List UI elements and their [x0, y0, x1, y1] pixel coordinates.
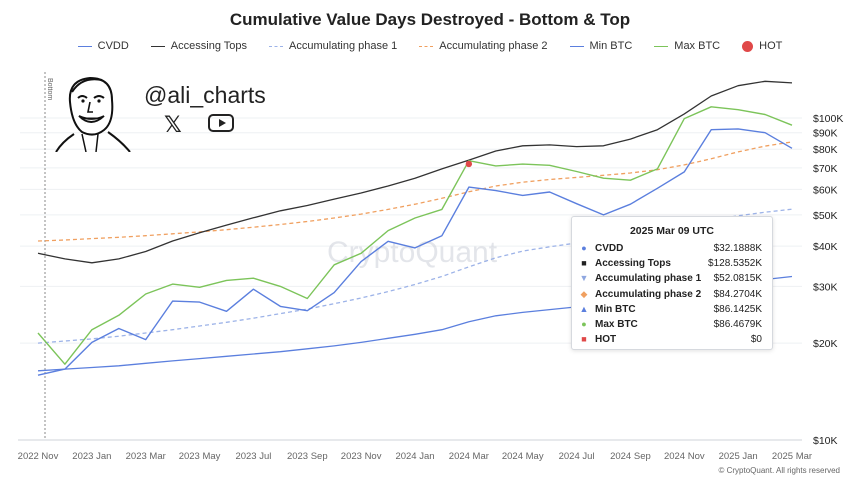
- legend-label: Min BTC: [589, 40, 633, 52]
- x-tick-label: 2023 Jul: [235, 451, 271, 462]
- tooltip-rows: ● CVDD $32.1888K ■ Accessing Tops $128.5352K ▼…: [572, 241, 772, 347]
- tooltip-marker-icon: ▼: [579, 273, 589, 284]
- tooltip-date: 2025 Mar 09 UTC: [629, 225, 715, 237]
- tooltip-value: $84.2704K: [713, 288, 762, 300]
- tooltip-value: $32.1888K: [713, 243, 762, 255]
- y-tick-label: $80K: [813, 144, 838, 156]
- avatar-icon: [52, 72, 134, 153]
- legend-item[interactable]: Accumulating phase 1: [269, 40, 397, 52]
- watermark: CryptoQuant: [327, 236, 498, 269]
- tooltip-marker-icon: ▲: [579, 303, 589, 314]
- x-tick-label: 2023 Mar: [126, 451, 166, 462]
- series-line-accessing-tops: [37, 80, 793, 264]
- y-tick-label: $70K: [813, 163, 838, 175]
- legend-swatch: [742, 40, 754, 52]
- x-tick-label: 2023 Nov: [341, 451, 382, 462]
- x-tick-label: 2023 May: [179, 451, 221, 462]
- tooltip-row: ◆ Accumulating phase 2 $84.2704K: [572, 287, 772, 302]
- x-tick-label: 2025 Jan: [719, 451, 758, 462]
- x-tick-label: 2024 May: [502, 451, 544, 462]
- x-tick-label: 2024 Mar: [449, 451, 489, 462]
- series-line-accumulating-phase-2: [37, 141, 793, 242]
- legend-item[interactable]: Min BTC: [569, 40, 633, 52]
- tooltip-label: HOT: [595, 334, 617, 346]
- legend-item[interactable]: CVDD: [77, 40, 129, 52]
- legend-item[interactable]: Max BTC: [654, 40, 720, 52]
- y-tick-label: $20K: [813, 338, 838, 350]
- legend-label: HOT: [759, 40, 783, 52]
- legend-label: Accumulating phase 2: [439, 40, 548, 52]
- legend-swatch: [569, 45, 584, 47]
- tooltip-label: CVDD: [595, 243, 624, 255]
- tooltip-marker-icon: ■: [581, 334, 587, 345]
- tooltip-label: Max BTC: [595, 319, 638, 331]
- tooltip-value: $86.1425K: [713, 303, 762, 315]
- y-tick-label: $50K: [813, 210, 838, 222]
- tooltip-row: ■ Accessing Tops $128.5352K: [572, 256, 772, 271]
- tooltip-marker-icon: ●: [581, 319, 587, 330]
- copyright: © CryptoQuant. All rights reserved: [718, 466, 841, 475]
- tooltip-label: Accumulating phase 2: [595, 288, 702, 300]
- y-tick-label: $90K: [813, 128, 838, 140]
- tooltip-marker-icon: ■: [581, 258, 587, 269]
- tooltip-row: ● Max BTC $86.4679K: [572, 317, 772, 332]
- tooltip-row: ▲ Min BTC $86.1425K: [572, 302, 772, 317]
- y-tick-label: $30K: [813, 281, 838, 293]
- legend-swatch: [654, 45, 669, 47]
- legend-item[interactable]: Accumulating phase 2: [419, 40, 548, 52]
- x-tick-label: 2022 Nov: [18, 451, 59, 462]
- handle-text: @ali_charts: [144, 82, 266, 108]
- tooltip-row: ▼ Accumulating phase 1 $52.0815K: [572, 271, 772, 286]
- x-tick-label: 2024 Jan: [395, 451, 434, 462]
- legend-item[interactable]: HOT: [742, 40, 782, 52]
- axis-layer: $10K $20K $30K $40K $50K $60K $70K $80K $90K $100…: [18, 113, 844, 462]
- tooltip-label: Min BTC: [595, 303, 636, 315]
- tooltip-label: Accumulating phase 1: [595, 273, 702, 285]
- x-tick-label: 2024 Jul: [559, 451, 595, 462]
- tooltip-value: $0: [750, 334, 762, 346]
- x-logo-icon: 𝕏: [164, 112, 182, 137]
- series-line-min-btc: [37, 128, 793, 376]
- bottom-marker-label: Bottom: [46, 78, 53, 100]
- hot-point: [465, 160, 473, 168]
- legend-swatch: [150, 45, 165, 47]
- legend: CVDD Accessing Tops Accumulating phase 1 Ac…: [0, 40, 860, 52]
- tooltip-row: ● CVDD $32.1888K: [572, 241, 772, 256]
- y-tick-label: $60K: [813, 184, 838, 196]
- legend-item[interactable]: Accessing Tops: [150, 40, 248, 52]
- y-tick-label: $40K: [813, 241, 838, 253]
- y-tick-label: $10K: [813, 435, 838, 447]
- tooltip-value: $52.0815K: [713, 273, 762, 285]
- legend-label: Accessing Tops: [170, 40, 248, 52]
- legend-swatch: [269, 45, 284, 47]
- x-tick-label: 2023 Sep: [287, 451, 328, 462]
- x-tick-label: 2025 Mar: [772, 451, 812, 462]
- x-tick-label: 2024 Nov: [664, 451, 705, 462]
- tooltip-marker-icon: ●: [581, 243, 587, 254]
- tooltip-label: Accessing Tops: [595, 258, 671, 270]
- chart-title: Cumulative Value Days Destroyed - Bottom…: [229, 10, 631, 29]
- y-tick-label: $100K: [813, 113, 843, 125]
- legend-swatch: [77, 45, 92, 47]
- tooltip: 2025 Mar 09 UTC ● CVDD $32.1888K ■ Accessing…: [571, 216, 773, 350]
- hot-layer: [465, 160, 473, 168]
- legend-label: CVDD: [97, 40, 129, 52]
- tooltip-value: $128.5352K: [708, 258, 762, 270]
- tooltip-marker-icon: ◆: [580, 288, 588, 299]
- tooltip-row: ■ HOT $0: [572, 332, 772, 347]
- legend-label: Accumulating phase 1: [289, 40, 398, 52]
- legend-swatch: [419, 45, 434, 47]
- youtube-icon: [208, 114, 234, 132]
- x-tick-label: 2023 Jan: [72, 451, 111, 462]
- tooltip-value: $86.4679K: [713, 319, 762, 331]
- legend-label: Max BTC: [674, 40, 721, 52]
- x-tick-label: 2024 Sep: [610, 451, 651, 462]
- series-line-max-btc: [37, 106, 793, 365]
